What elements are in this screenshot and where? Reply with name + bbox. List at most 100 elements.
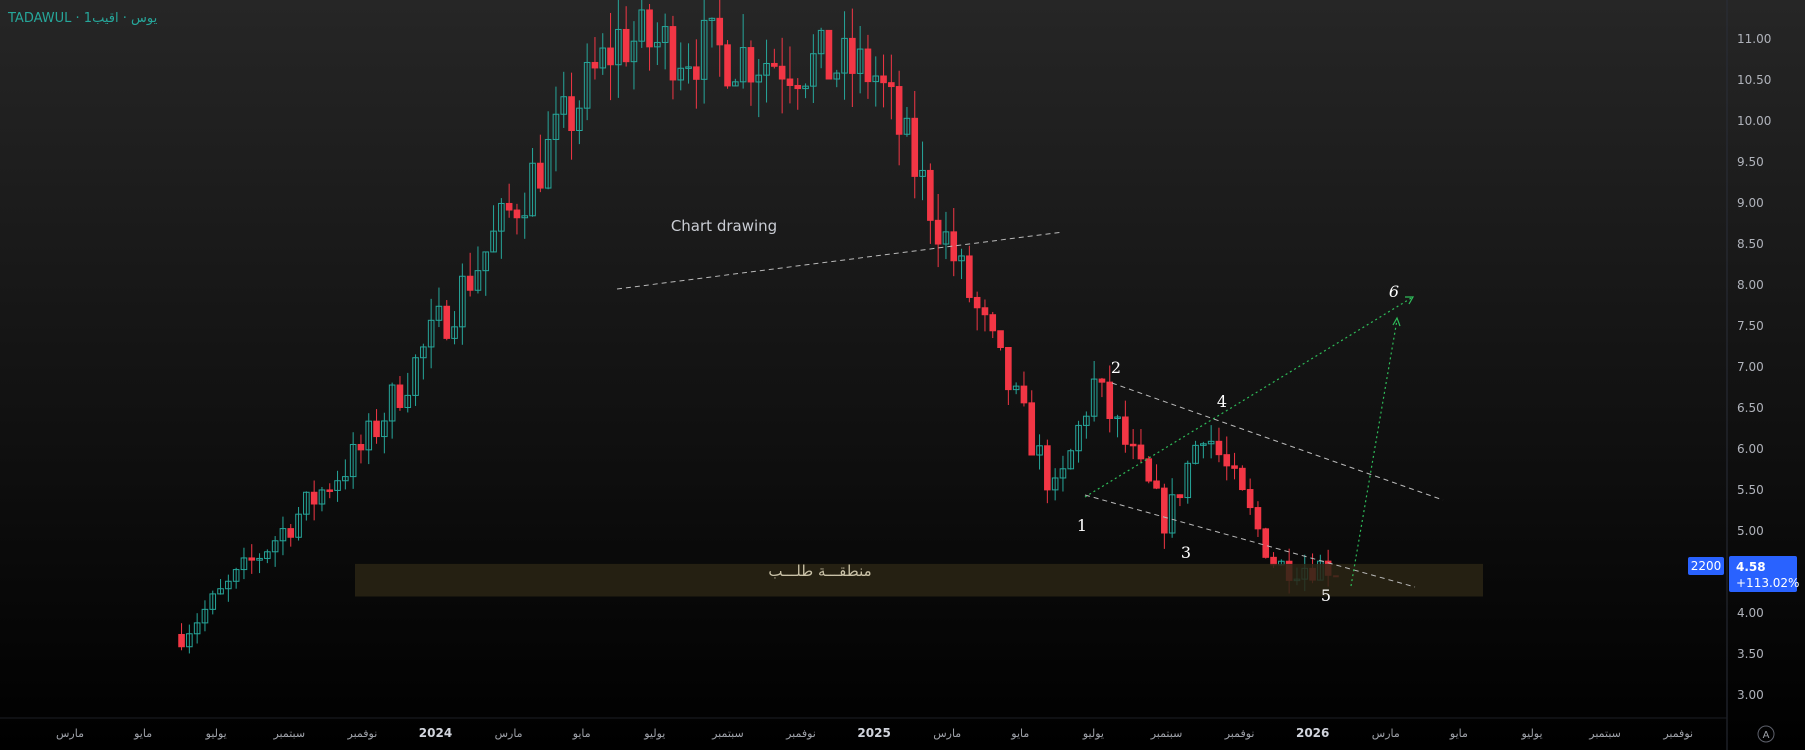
time-axis[interactable]: مارس مايو يوليو سبتمبر نوفمبر 2024 مارس مايو يول… [56, 726, 1693, 740]
candle-up [1036, 445, 1043, 456]
time-axis-tick: سبتمبر [272, 727, 305, 740]
candle-up [856, 48, 864, 74]
candle-down [466, 275, 474, 291]
time-axis-tick: سبتمبر [1588, 727, 1621, 740]
candle-down [568, 96, 575, 131]
arrow-head-projection [1392, 316, 1401, 327]
candle-down [1223, 454, 1231, 467]
price-tag-left-label: 2200 [1691, 559, 1722, 573]
candle-down [1137, 444, 1145, 460]
price-axis-tick: 7.50 [1737, 319, 1764, 333]
time-axis-tick: مايو [1010, 727, 1029, 740]
candle-down [513, 209, 521, 219]
time-axis-tick: 2024 [419, 726, 452, 740]
auto-scale-circle [1757, 725, 1775, 743]
candle-up [817, 29, 825, 55]
price-axis-tick: 4.00 [1737, 606, 1764, 620]
candle-down [716, 17, 724, 46]
price-axis-tick: 6.00 [1737, 442, 1764, 456]
candle-up [739, 47, 747, 83]
candle-up [256, 557, 263, 561]
candle-down [825, 29, 833, 80]
candle-up [334, 480, 341, 491]
candle-up [1012, 385, 1020, 391]
candle-up [1090, 378, 1098, 417]
time-axis-tick: 2026 [1296, 726, 1329, 740]
candle-down [864, 48, 872, 83]
candle-up [1083, 415, 1090, 426]
candle-up [755, 74, 763, 83]
price-tag-left-box [1688, 557, 1724, 575]
candle-up [217, 588, 224, 595]
candle-up [732, 81, 739, 87]
candle-up [560, 96, 568, 115]
candle-up [1184, 462, 1192, 499]
price-axis-tick: 10.50 [1737, 73, 1771, 87]
candle-down [895, 86, 903, 135]
candle-down [1044, 445, 1051, 491]
price-tag: 2200 4.58 +113.02% [1688, 556, 1799, 592]
candle-up [685, 66, 692, 69]
candle-up [295, 513, 302, 538]
candle-down [1262, 528, 1270, 558]
candle-up [576, 107, 583, 131]
candle-up [708, 17, 716, 21]
candle-down [622, 28, 630, 63]
candle-up [630, 40, 638, 63]
price-axis-tick: 11.00 [1737, 32, 1771, 46]
candle-down [1098, 378, 1106, 383]
target-line-6 [1084, 296, 1414, 498]
candle-up [264, 551, 271, 559]
candle-down [973, 296, 981, 309]
candle-up [209, 593, 217, 610]
candle-down [646, 9, 653, 48]
price-change: +113.02% [1736, 576, 1799, 590]
candle-up [919, 169, 926, 177]
candle-down [1129, 443, 1137, 447]
candle-up [958, 255, 965, 262]
time-axis-tick: مايو [572, 727, 591, 740]
candle-up [903, 117, 911, 135]
candle-down [724, 44, 731, 87]
time-axis-tick: مارس [56, 727, 84, 740]
time-axis-tick: يوليو [205, 727, 227, 740]
candle-down [1153, 480, 1160, 489]
candle-up [412, 357, 419, 396]
candle-up [271, 540, 279, 553]
candle-down [287, 528, 295, 538]
candle-up [1067, 450, 1075, 470]
candle-up [303, 491, 310, 515]
candle-down [1254, 507, 1262, 530]
candle-down [1246, 489, 1254, 509]
candle-up [240, 557, 248, 571]
candle-up [451, 326, 458, 339]
last-price: 4.58 [1736, 560, 1766, 574]
candle-up [459, 275, 466, 328]
auto-scale-icon[interactable]: A [1757, 725, 1775, 743]
wave-label-4: 4 [1217, 392, 1227, 411]
symbol-title: TADAWUL · 1يوس · اقيب [7, 11, 158, 26]
candle-down [1005, 347, 1012, 391]
candle-up [1075, 424, 1082, 452]
channel-upper-line [1111, 382, 1444, 501]
price-axis-tick: 3.50 [1737, 647, 1764, 661]
candle-down [981, 307, 989, 316]
candle-up [318, 489, 326, 505]
candle-down [888, 82, 895, 88]
candle-up [615, 28, 622, 66]
time-axis-tick: نوفمبر [785, 727, 816, 740]
candle-up [544, 138, 552, 189]
time-axis-tick: يوليو [1082, 727, 1104, 740]
demand-zone [355, 563, 1483, 597]
candle-down [989, 314, 997, 332]
price-axis-tick: 3.00 [1737, 688, 1764, 702]
candle-up [841, 37, 848, 74]
wave-label-3: 3 [1181, 543, 1191, 562]
price-axis-tick: 10.00 [1737, 114, 1771, 128]
candle-down [771, 62, 778, 67]
candle-up [1059, 468, 1067, 479]
candle-up [1114, 416, 1121, 420]
